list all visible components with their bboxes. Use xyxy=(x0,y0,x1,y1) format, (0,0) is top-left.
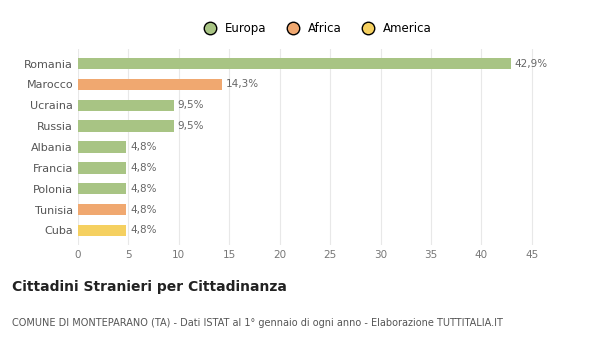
Bar xyxy=(78,58,511,69)
Text: Cittadini Stranieri per Cittadinanza: Cittadini Stranieri per Cittadinanza xyxy=(12,280,287,294)
Bar xyxy=(78,225,127,236)
Bar xyxy=(78,183,127,194)
Bar xyxy=(78,100,174,111)
Bar xyxy=(78,120,174,132)
Bar xyxy=(78,162,127,174)
Text: COMUNE DI MONTEPARANO (TA) - Dati ISTAT al 1° gennaio di ogni anno - Elaborazion: COMUNE DI MONTEPARANO (TA) - Dati ISTAT … xyxy=(12,318,503,329)
Bar xyxy=(78,204,127,215)
Text: 4,8%: 4,8% xyxy=(130,204,157,215)
Bar xyxy=(78,79,222,90)
Legend: Europa, Africa, America: Europa, Africa, America xyxy=(196,20,434,37)
Text: 14,3%: 14,3% xyxy=(226,79,259,90)
Text: 4,8%: 4,8% xyxy=(130,163,157,173)
Text: 9,5%: 9,5% xyxy=(178,100,205,110)
Text: 42,9%: 42,9% xyxy=(515,59,548,69)
Text: 4,8%: 4,8% xyxy=(130,142,157,152)
Text: 9,5%: 9,5% xyxy=(178,121,205,131)
Bar xyxy=(78,141,127,153)
Text: 4,8%: 4,8% xyxy=(130,184,157,194)
Text: 4,8%: 4,8% xyxy=(130,225,157,235)
